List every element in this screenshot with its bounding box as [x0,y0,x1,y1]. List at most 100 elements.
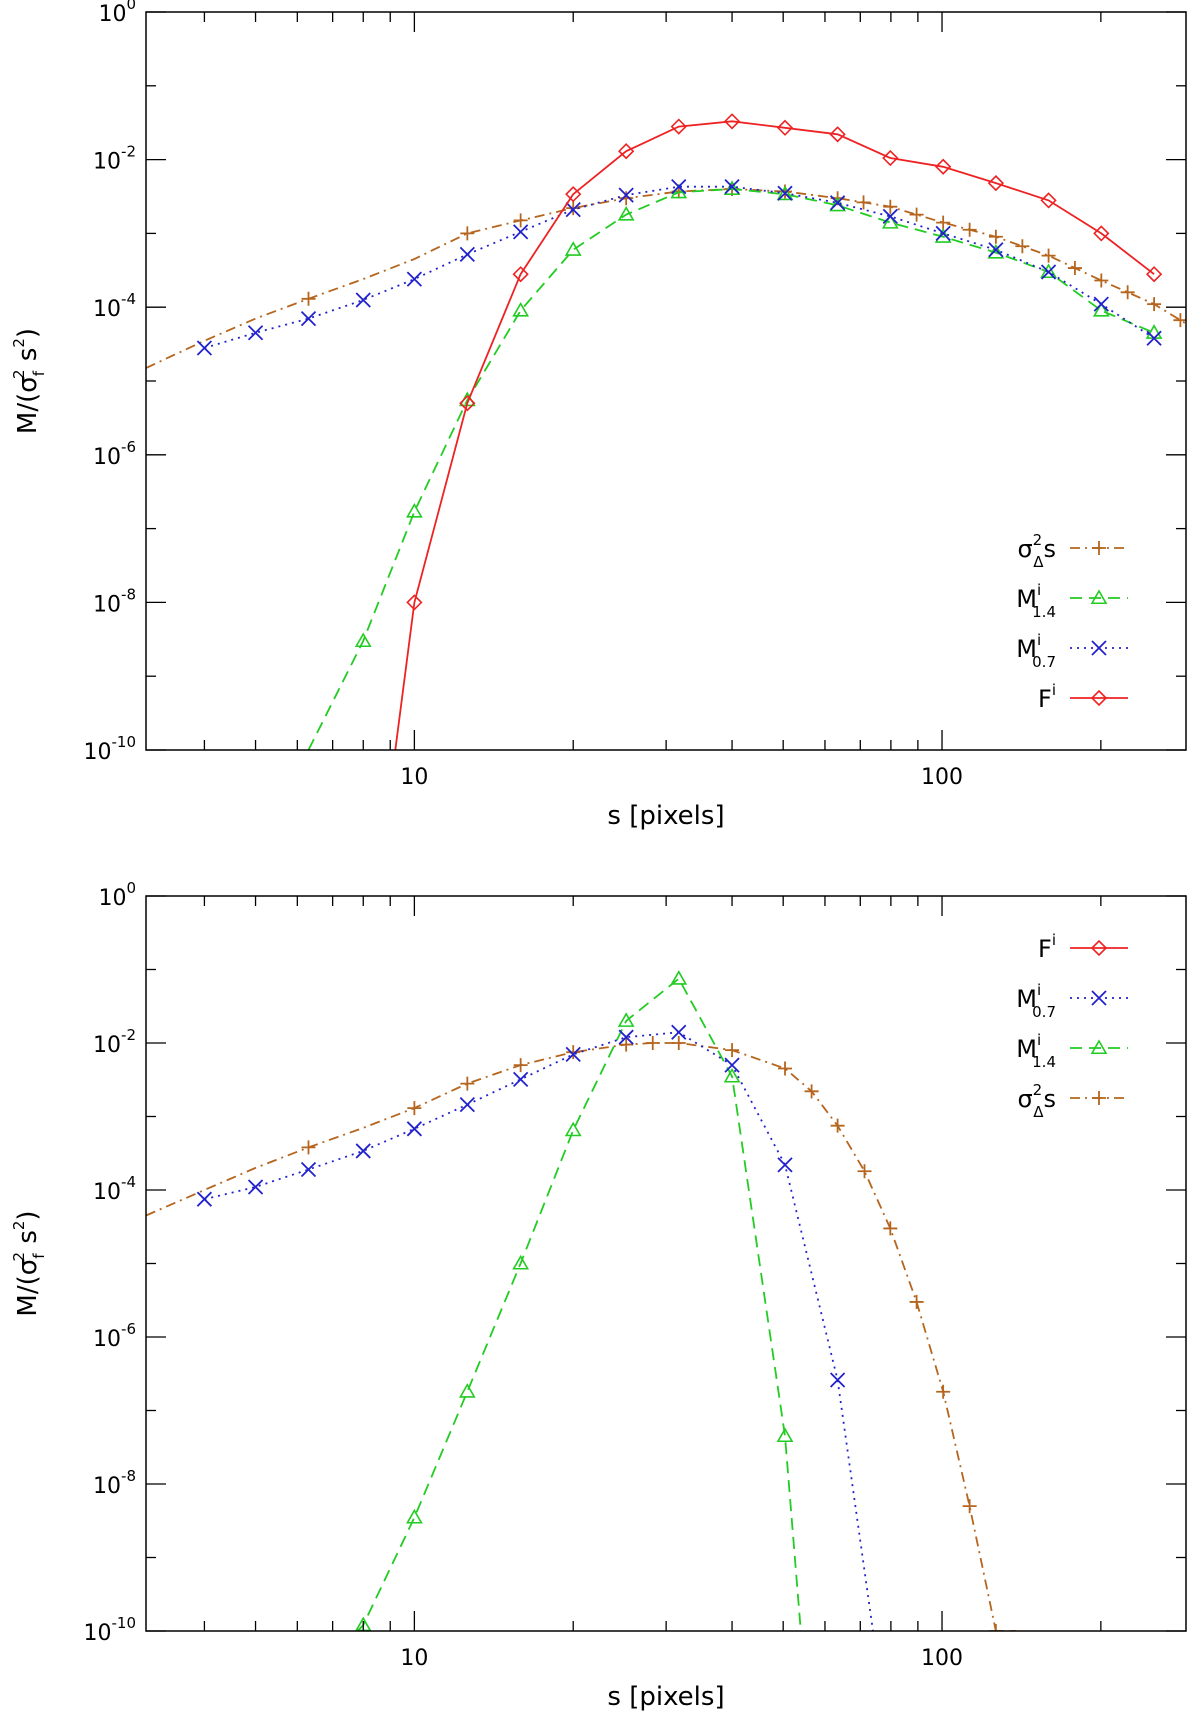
bottom-sigma-marker [671,1036,686,1050]
bottom-x-axis: 10 100 s [pixels] [203,896,1102,1712]
top-legend-sample-marker [1090,689,1108,707]
top-m07-marker [1146,330,1162,346]
top-legend-item-m14: Mi 1.4 [1016,581,1128,621]
top-fi-line [394,120,1155,750]
top-legend-sample-marker [1091,640,1107,656]
top-m07-marker [513,224,529,240]
top-m07-marker [1040,264,1057,280]
bottom-sigma-marker [645,1036,660,1050]
top-fi-marker [512,266,529,283]
top-sigma-line [146,188,1186,369]
bottom-sigma-marker [962,1499,977,1514]
top-m07-marker [671,179,687,195]
top-m14-marker [776,185,794,201]
bottom-chart: 10 100 s [pixels] 100 10-2 10-4 10-6 10-8 10-10 M… [10,879,1187,1712]
bottom-sigma-marker [936,1384,951,1399]
top-m07-marker [777,185,793,201]
top-fi-marker [1093,225,1110,242]
top-m07-marker [247,325,264,341]
top-sigma-marker [1015,239,1030,254]
top-plot-area [146,113,1186,750]
bottom-sigma-marker [513,1058,528,1073]
top-fi-marker [459,395,476,412]
top-m14-marker [1040,263,1057,279]
top-m07-marker [459,246,475,262]
bottom-m14-marker [564,1121,582,1137]
top-sigma-marker [301,291,316,306]
top-m07-marker [829,195,846,211]
top-legend-label: Mi 0.7 [1016,631,1056,671]
top-m07-marker [565,201,581,218]
top-y-tick-label: 10-10 [84,733,137,765]
top-m07-marker [882,208,898,225]
bottom-legend: Fi Mi 0.7 Mi 1.4 σ2 Δs [1016,931,1128,1121]
top-fi-marker [618,143,635,160]
bottom-m14-marker [617,1012,635,1027]
top-m07-marker [988,242,1004,258]
bottom-m14-marker [723,1067,741,1083]
bottom-m14-marker [406,1508,423,1524]
top-m07-marker [196,340,213,356]
top-fi-marker [776,119,794,136]
top-m14-marker [564,241,582,256]
bottom-m14-marker [512,1254,530,1270]
bottom-sigma-marker [830,1118,845,1133]
bottom-m07-marker [355,1143,371,1159]
bottom-series-m07 [196,1024,874,1631]
bottom-m14-marker [458,1383,476,1398]
top-sigma-marker [619,191,634,206]
bottom-legend-label: σ2 Δs [1017,1081,1056,1121]
top-sigma-marker [909,207,924,222]
bottom-sigma-marker [909,1294,924,1309]
bottom-m07-marker [247,1179,264,1195]
top-x-tick-label: 100 [921,765,963,790]
bottom-m14-line [356,977,802,1631]
bottom-sigma-marker [804,1084,819,1099]
bottom-y-tick-label: 10-6 [93,1320,136,1352]
bottom-sigma-marker [566,1045,581,1060]
top-sigma-marker [936,215,951,230]
bottom-legend-sample-marker [1091,990,1107,1006]
top-legend-label: Mi 1.4 [1016,581,1056,621]
top-sigma-marker [1120,285,1135,300]
bottom-sigma-marker [407,1101,422,1116]
top-x-axis-label: s [pixels] [607,801,724,831]
bottom-y-tick-label: 10-10 [84,1614,137,1646]
bottom-legend-item-m07: Mi 0.7 [1016,981,1128,1021]
bottom-m07-marker [196,1191,213,1207]
top-m14-marker [670,183,688,199]
top-fi-marker [829,126,846,143]
bottom-sigma-marker [725,1043,740,1058]
bottom-m07-marker [618,1029,634,1045]
top-sigma-marker [856,195,871,210]
top-m07-marker [406,271,423,287]
bottom-sigma-marker [883,1221,898,1236]
top-m14-marker [617,205,635,221]
top-y-tick-label: 10-4 [93,290,136,322]
top-sigma-marker [1147,297,1162,312]
bottom-sigma-marker [988,1624,1003,1631]
top-m14-marker [354,632,372,648]
top-sigma-marker [962,222,977,237]
top-fi-marker [670,118,687,135]
top-legend-item-sigma: σ2 Δs [1017,531,1128,571]
bottom-x-axis-label: s [pixels] [607,1682,724,1712]
top-sigma-marker [1067,261,1082,276]
bottom-m07-marker [829,1372,846,1388]
top-fi-marker [406,594,423,611]
top-sigma-marker [1173,313,1186,328]
top-m14-marker [723,180,741,196]
top-legend-label: Fi [1038,681,1056,713]
top-legend-sample-marker [1090,589,1108,605]
bottom-m07-marker [300,1161,317,1178]
bottom-sigma-marker [301,1140,316,1155]
top-legend: σ2 Δs Mi 1.4 Mi 0.7 Fi [1016,531,1128,713]
top-x-axis: 10 100 s [pixels] [203,12,1102,831]
top-fi-marker [1040,192,1057,209]
bottom-m14-marker [776,1427,794,1443]
bottom-y-tick-label: 10-2 [93,1026,136,1058]
top-m14-marker [987,243,1005,259]
top-m14-line [307,188,1155,750]
bottom-legend-item-m14: Mi 1.4 [1016,1031,1128,1071]
